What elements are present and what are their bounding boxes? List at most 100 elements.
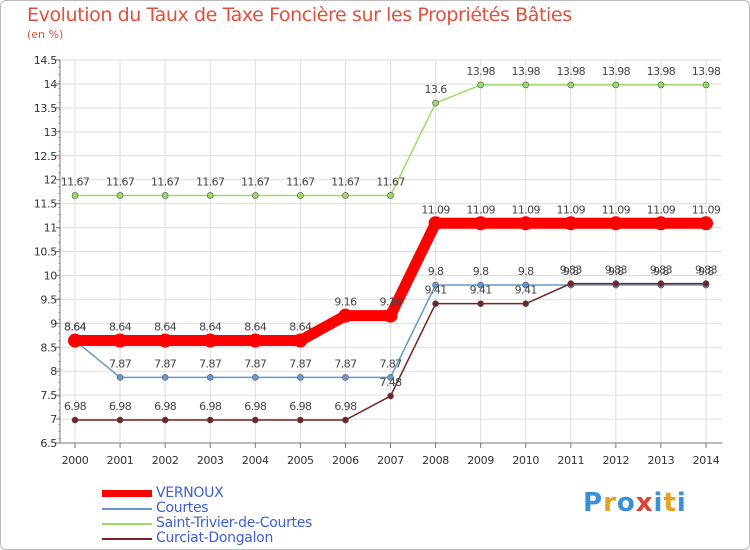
data-label: 9.8 [518,265,534,278]
data-point [477,81,484,89]
data-label: 9.8 [473,265,489,278]
x-tick-label: 2013 [648,454,675,467]
data-point [206,192,214,199]
y-tick-label: 14 [44,78,58,91]
x-tick-label: 2009 [467,454,494,467]
y-tick-label: 8 [50,365,57,378]
data-point [522,281,530,289]
data-label: 9.83 [695,264,718,277]
y-tick-label: 11.5 [34,198,58,211]
data-point [116,374,124,381]
data-point [432,281,439,289]
data-label: 13.98 [557,65,586,78]
y-tick-label: 13 [44,126,58,139]
data-label: 9.8 [608,265,624,278]
data-label: 7.87 [334,357,357,370]
data-point [657,280,665,287]
logo-letter: r [603,488,617,518]
data-label: 8.64 [289,321,312,334]
data-point [203,333,218,348]
data-label: 7.87 [379,357,402,370]
x-tick-label: 2002 [152,454,179,467]
logo-letter: P [583,488,604,518]
y-tick-label: 10 [44,269,58,282]
data-point [158,333,173,348]
data-label: 13.6 [425,83,448,96]
data-point [251,416,259,424]
data-point [297,374,304,381]
data-point [338,308,353,323]
data-point [428,216,443,231]
data-label: 8.64 [64,321,87,334]
data-point [251,192,259,199]
data-point [251,374,259,381]
data-label: 8.64 [154,321,177,334]
data-label: 11.67 [61,175,90,188]
data-label: 6.98 [334,400,357,413]
data-point [71,192,79,199]
data-point [116,192,124,199]
data-point [477,281,484,289]
logo-letter: o [616,488,636,518]
x-tick-label: 2003 [197,454,224,467]
legend-swatch-vernoux [102,490,152,497]
data-point [342,416,349,424]
x-tick-label: 2001 [107,454,134,467]
data-point [71,416,79,424]
data-label: 6.98 [154,400,177,413]
data-point [342,192,349,199]
data-point [297,416,304,424]
x-tick-label: 2008 [422,454,449,467]
data-point [293,333,308,348]
data-label: 11.09 [692,203,721,216]
y-tick-label: 6.5 [40,437,57,450]
data-label: 8.64 [199,321,222,334]
data-point [161,416,169,424]
data-label: 9.8 [698,265,714,278]
data-label: 9.41 [425,284,447,297]
data-label: 13.98 [647,65,676,78]
x-tick-label: 2014 [693,454,720,467]
data-point [518,216,533,231]
data-point [653,216,668,231]
y-tick-label: 10.5 [34,246,58,259]
data-label: 11.09 [647,203,676,216]
proxiti-logo: Proxiti [583,488,687,518]
y-tick-label: 12 [44,174,57,187]
data-label: 7.87 [109,357,132,370]
x-tick-label: 2000 [62,454,89,467]
x-tick-label: 2011 [557,454,584,467]
legend-label-saint-trivier: Saint-Trivier-de-Courtes [156,515,313,531]
data-label: 9.41 [470,284,492,297]
x-tick-label: 2004 [242,454,269,467]
y-tick-label: 7 [50,413,57,426]
data-label: 6.98 [244,400,267,413]
x-tick-label: 2012 [602,454,629,467]
legend-swatch-curciat [102,538,152,540]
data-label: 11.67 [376,175,405,188]
data-point [702,81,710,89]
logo-letter: x [635,488,654,518]
data-point [206,416,214,424]
data-label: 9.8 [653,265,669,278]
data-point [612,280,620,287]
data-point [206,374,214,381]
y-tick-label: 12.5 [34,150,58,163]
y-tick-label: 13.5 [34,102,58,115]
logo-letter: i [653,488,664,518]
data-point [113,333,128,348]
logo-letter: i [676,488,687,518]
data-point [387,192,394,199]
data-label: 11.09 [466,203,495,216]
data-point [387,392,394,400]
data-label: 9.83 [560,264,583,277]
y-tick-label: 11 [44,222,57,235]
data-label: 7.87 [154,357,177,370]
data-label: 6.98 [199,400,222,413]
data-label: 11.67 [241,175,270,188]
data-point [342,374,349,381]
data-label: 8.64 [244,321,267,334]
data-point [477,300,484,307]
data-label: 13.98 [692,65,721,78]
data-label: 9.16 [379,296,402,309]
